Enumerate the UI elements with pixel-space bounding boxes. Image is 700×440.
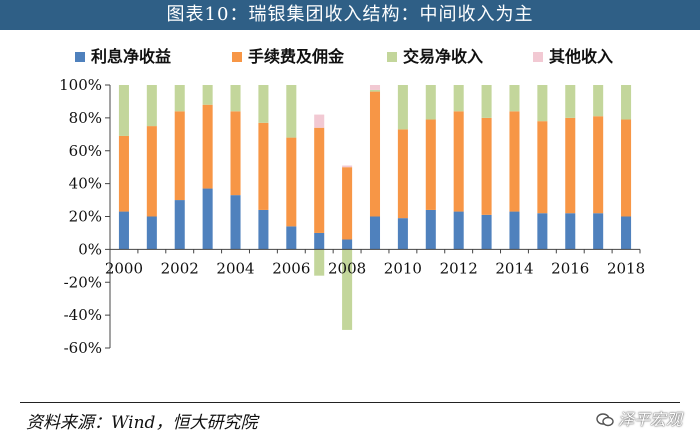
y-tick-label-5: 0% bbox=[78, 240, 102, 258]
bar-2017-series-0 bbox=[593, 213, 604, 250]
bar-2000-series-2 bbox=[118, 85, 129, 136]
legend-swatch-0 bbox=[75, 52, 85, 62]
bar-2008-series-2 bbox=[342, 249, 353, 330]
bar-2008-series-3 bbox=[342, 165, 353, 168]
x-tick-label-2004: 2004 bbox=[216, 259, 254, 277]
bar-2002-series-2 bbox=[174, 85, 185, 112]
bar-2007-series-1 bbox=[314, 127, 325, 233]
source-note: 资料来源：Wind，恒大研究院 bbox=[26, 413, 258, 433]
bar-2000-series-1 bbox=[118, 135, 129, 212]
stacked-bar-chart: 利息净收益 手续费及佣金 交易净收入 其他收入 100% 80% 60% 40% 20% 0% -… bbox=[59, 47, 645, 357]
wechat-icon bbox=[596, 413, 614, 427]
legend-swatch-3 bbox=[533, 52, 543, 62]
y-tick-label-2: 60% bbox=[69, 142, 102, 160]
bar-2015-series-0 bbox=[537, 213, 548, 250]
watermark-text: 泽平宏观 bbox=[617, 410, 682, 429]
bar-2015-series-1 bbox=[537, 121, 548, 214]
bar-2011-series-2 bbox=[425, 85, 436, 120]
bar-2014-series-0 bbox=[509, 211, 520, 250]
bar-2013-series-2 bbox=[481, 85, 492, 118]
bar-2012-series-2 bbox=[453, 85, 464, 112]
bar-2010-series-1 bbox=[397, 129, 408, 219]
legend-label-1: 手续费及佣金 bbox=[248, 47, 345, 66]
bar-2012-series-0 bbox=[453, 211, 464, 250]
bar-2012-series-1 bbox=[453, 111, 464, 212]
bar-2015-series-2 bbox=[537, 85, 548, 122]
footer: 资料来源：Wind，恒大研究院 泽平宏观 bbox=[0, 400, 700, 440]
bar-2009-series-2 bbox=[369, 89, 381, 92]
x-tick-label-2010: 2010 bbox=[384, 259, 422, 277]
y-tick-label-4: 20% bbox=[69, 208, 102, 226]
y-tick-label-8: -60% bbox=[64, 339, 102, 357]
legend: 利息净收益 手续费及佣金 交易净收入 其他收入 bbox=[75, 47, 613, 66]
x-tick-label-2012: 2012 bbox=[440, 259, 478, 277]
x-tick-label-2002: 2002 bbox=[161, 259, 199, 277]
bar-2007-series-0 bbox=[314, 232, 325, 250]
bar-2018-series-1 bbox=[621, 119, 632, 217]
bar-2010-series-2 bbox=[397, 85, 408, 130]
bar-2006-series-1 bbox=[286, 137, 297, 227]
legend-swatch-2 bbox=[387, 52, 397, 62]
x-tick-label-2016: 2016 bbox=[551, 259, 589, 277]
y-tick-label-3: 40% bbox=[69, 175, 102, 193]
bar-2001-series-0 bbox=[146, 216, 157, 250]
bar-2002-series-0 bbox=[174, 200, 185, 250]
bar-2001-series-1 bbox=[146, 126, 157, 217]
legend-label-3: 其他收入 bbox=[549, 47, 613, 66]
bar-2011-series-0 bbox=[425, 209, 436, 250]
bar-2004-series-2 bbox=[230, 85, 241, 112]
bar-2004-series-1 bbox=[230, 111, 241, 196]
bar-2014-series-2 bbox=[509, 85, 520, 112]
bar-2008-series-1 bbox=[342, 167, 353, 240]
bar-2018-series-0 bbox=[621, 216, 632, 250]
axes-group: 100% 80% 60% 40% 20% 0% -20% -40% -60% 2000 2002 20… bbox=[59, 76, 645, 357]
legend-label-0: 利息净收益 bbox=[91, 47, 171, 66]
bar-2018-series-2 bbox=[621, 85, 632, 120]
bar-2005-series-2 bbox=[258, 85, 269, 123]
bar-2005-series-0 bbox=[258, 209, 269, 250]
bar-2007-series-2 bbox=[314, 249, 325, 276]
figure-title: 图表10：瑞银集团收入结构：中间收入为主 bbox=[0, 0, 700, 30]
y-tick-label-6: -20% bbox=[64, 273, 102, 291]
x-tick-label-2006: 2006 bbox=[272, 259, 310, 277]
bar-2011-series-1 bbox=[425, 119, 436, 210]
bar-2016-series-2 bbox=[565, 85, 576, 118]
x-tick-label-2000: 2000 bbox=[105, 259, 143, 277]
bar-2010-series-0 bbox=[397, 218, 408, 250]
bar-2006-series-0 bbox=[286, 226, 297, 250]
bar-2016-series-1 bbox=[565, 117, 576, 214]
bar-2013-series-0 bbox=[481, 214, 492, 250]
bar-2017-series-2 bbox=[593, 85, 604, 117]
bar-2009-series-0 bbox=[369, 216, 381, 250]
bar-2003-series-2 bbox=[202, 85, 213, 105]
bar-2003-series-1 bbox=[202, 104, 213, 189]
bar-2004-series-0 bbox=[230, 195, 241, 250]
x-tick-label-2018: 2018 bbox=[607, 259, 645, 277]
footer-divider bbox=[20, 402, 680, 403]
bar-2006-series-2 bbox=[286, 85, 297, 138]
x-tick-label-2008: 2008 bbox=[328, 259, 366, 277]
legend-swatch-1 bbox=[232, 52, 242, 62]
y-tick-label-0: 100% bbox=[59, 76, 102, 94]
y-tick-label-7: -40% bbox=[64, 306, 102, 324]
bar-2007-series-3 bbox=[314, 114, 325, 128]
bar-2003-series-0 bbox=[202, 188, 213, 250]
y-tick-label-1: 80% bbox=[69, 109, 102, 127]
bars-group bbox=[118, 85, 632, 330]
x-tick-label-2014: 2014 bbox=[495, 259, 533, 277]
bar-2016-series-0 bbox=[565, 213, 576, 250]
bar-2001-series-2 bbox=[146, 85, 157, 127]
bar-2000-series-0 bbox=[118, 211, 129, 250]
bar-2013-series-1 bbox=[481, 117, 492, 215]
legend-label-2: 交易净收入 bbox=[403, 47, 483, 66]
bar-2002-series-1 bbox=[174, 111, 185, 201]
bar-2009-series-3 bbox=[369, 85, 381, 90]
watermark: 泽平宏观 bbox=[596, 406, 682, 430]
bar-2008-series-0 bbox=[342, 239, 353, 250]
bar-2009-series-1 bbox=[369, 91, 381, 217]
bar-2017-series-1 bbox=[593, 116, 604, 214]
chart-area: 利息净收益 手续费及佣金 交易净收入 其他收入 100% 80% 60% 40% 20% 0% -… bbox=[0, 30, 700, 400]
bar-2014-series-1 bbox=[509, 111, 520, 212]
bar-2005-series-1 bbox=[258, 122, 269, 210]
